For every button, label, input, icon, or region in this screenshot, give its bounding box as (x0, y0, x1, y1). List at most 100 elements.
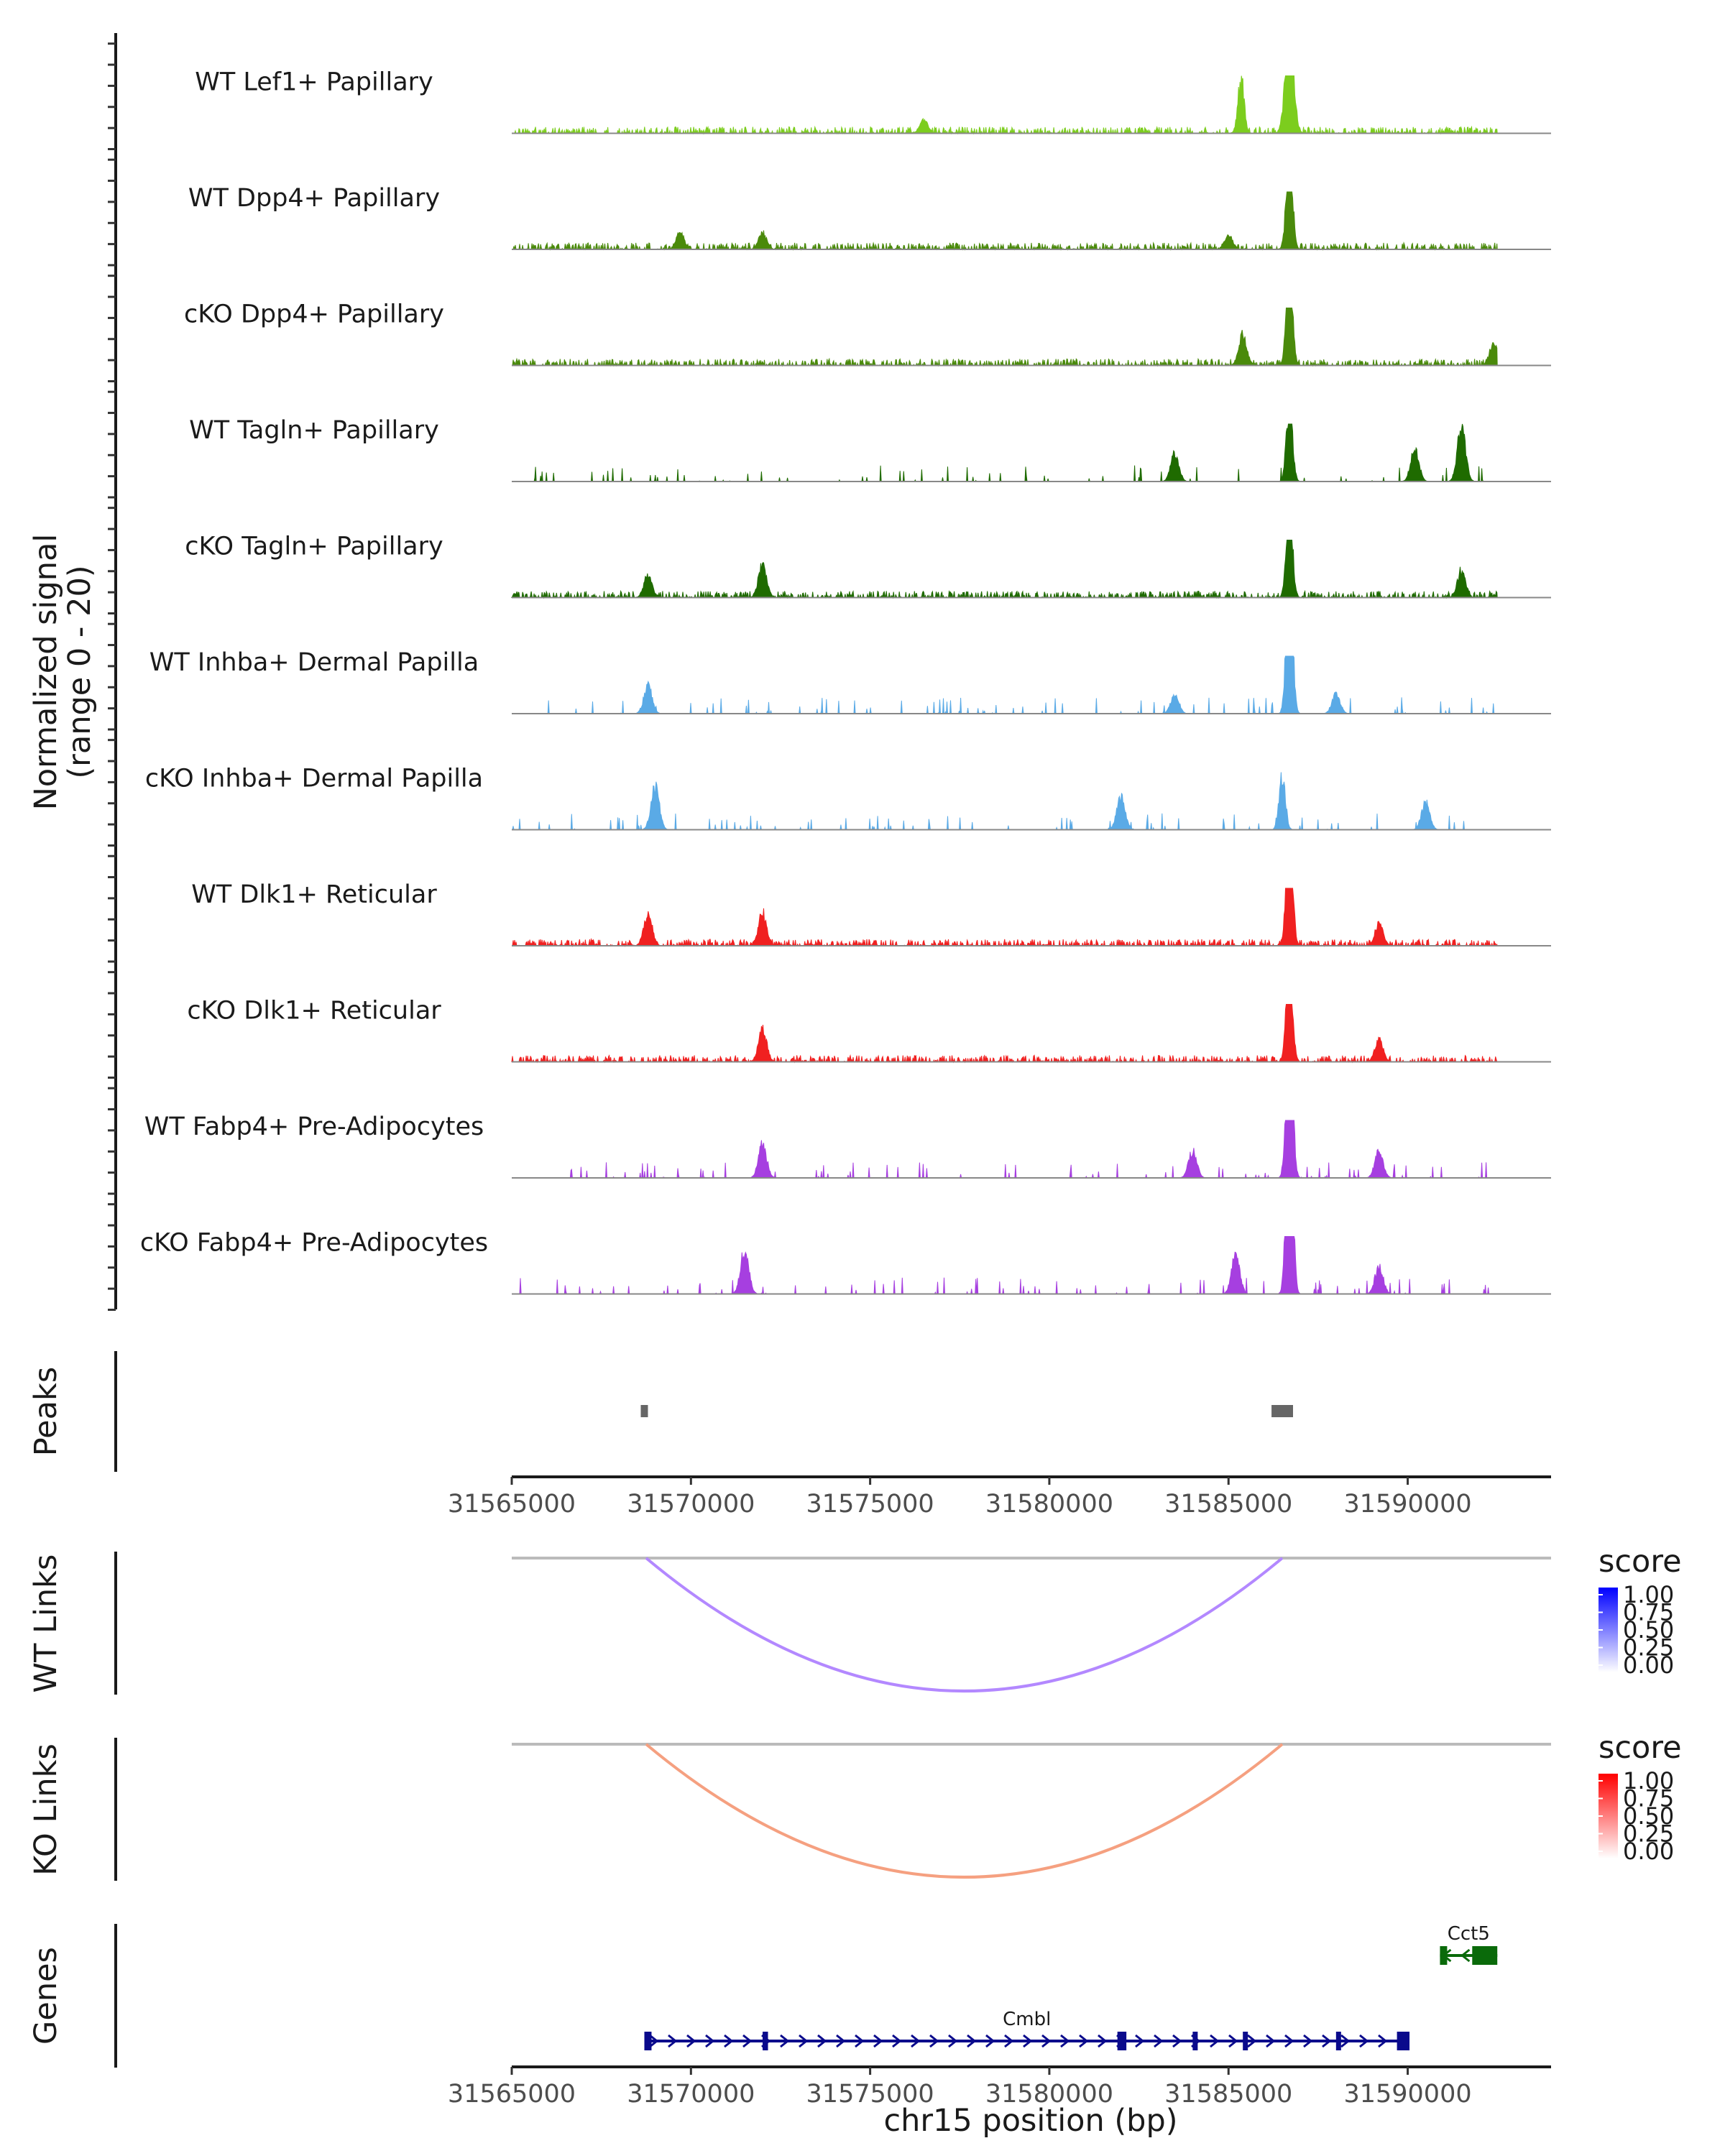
track-label: WT Inhba+ Dermal Papilla (150, 648, 479, 677)
tick-label: 31580000 (985, 1490, 1113, 1519)
coverage-area (512, 75, 1498, 135)
track-6: cKO Inhba+ Dermal Papilla (145, 765, 1551, 831)
gene-cct5: Cct5 (1440, 1923, 1498, 1965)
tick-label: 31565000 (448, 1490, 576, 1519)
strand-arrow (1154, 2034, 1164, 2048)
gene-name-label: Cmbl (1003, 2009, 1051, 2030)
strand-arrow (836, 2034, 846, 2048)
coverage-area (512, 1120, 1498, 1179)
link-arc (645, 1743, 1284, 1879)
exon (644, 2032, 652, 2050)
strand-arrow (948, 2034, 958, 2048)
coverage-area (512, 655, 1498, 715)
exon (1397, 2032, 1410, 2050)
strand-arrow (873, 2034, 883, 2048)
peaks-track: Peaks (28, 1351, 1293, 1472)
strand-arrow (1098, 2034, 1108, 2048)
track-label: cKO Dpp4+ Papillary (184, 300, 444, 329)
genes-label: Genes (28, 1947, 64, 2045)
exon (1335, 2032, 1341, 2050)
strand-arrow (1284, 2034, 1294, 2048)
signal-ylabel: Normalized signal (28, 534, 64, 811)
legend-tick-label: 1.00 (1623, 1581, 1674, 1608)
exon (1192, 2032, 1198, 2050)
track-10: cKO Fabp4+ Pre-Adipocytes (140, 1229, 1551, 1295)
exon (1117, 2032, 1127, 2050)
strand-arrow (1359, 2034, 1369, 2048)
tick-label: 31575000 (806, 2080, 934, 2109)
track-label: cKO Dlk1+ Reticular (187, 997, 441, 1026)
tick-label: 31590000 (1343, 2080, 1471, 2109)
coverage-area (511, 1004, 1498, 1064)
exon (763, 2032, 768, 2050)
coverage-area (512, 423, 1498, 482)
legend-tick-label: 0.75 (1623, 1599, 1674, 1626)
strand-arrow (1041, 2034, 1052, 2048)
strand-arrow (985, 2034, 995, 2048)
track-8: cKO Dlk1+ Reticular (187, 997, 1551, 1064)
track-label: WT Tagln+ Papillary (189, 416, 439, 445)
strand-arrow (1340, 2034, 1351, 2048)
track-label: cKO Tagln+ Papillary (185, 533, 443, 561)
coverage-area (512, 772, 1498, 831)
track-label: WT Fabp4+ Pre-Adipocytes (144, 1112, 484, 1141)
tick-label: 31565000 (448, 2080, 576, 2109)
legend-tick-label: 0.50 (1623, 1616, 1674, 1644)
coverage-tracks: WT Lef1+ Papillary WT Dpp4+ Papillary cKO … (140, 68, 1551, 1295)
track-5: WT Inhba+ Dermal Papilla (150, 648, 1551, 715)
strand-arrow (1172, 2034, 1182, 2048)
strand-arrow (1247, 2034, 1257, 2048)
track-label: WT Lef1+ Papillary (195, 68, 433, 97)
strand-arrow (780, 2034, 790, 2048)
peak-region (1271, 1405, 1293, 1417)
exon (1440, 1946, 1448, 1965)
strand-arrow (817, 2034, 827, 2048)
strand-arrow (1060, 2034, 1070, 2048)
strand-arrow (1023, 2034, 1033, 2048)
exon (1243, 2032, 1248, 2050)
gene-cmbl: Cmbl (644, 2009, 1410, 2050)
legend-tick-label: 0.75 (1623, 1785, 1674, 1812)
coverage-area (512, 1236, 1498, 1295)
legend-title: score (1598, 1544, 1682, 1580)
strand-arrow (724, 2034, 734, 2048)
strand-arrow (929, 2034, 939, 2048)
link-track-label: WT Links (28, 1554, 64, 1693)
peaks-label: Peaks (28, 1367, 64, 1457)
strand-arrow (1135, 2034, 1145, 2048)
legend-tick-label: 1.00 (1623, 1767, 1674, 1795)
genes-track: Genes Cmbl Cct5 (28, 1923, 1498, 2068)
strand-arrow (911, 2034, 921, 2048)
strand-arrow (1378, 2034, 1388, 2048)
track-3: WT Tagln+ Papillary (189, 416, 1551, 482)
strand-arrow (855, 2034, 865, 2048)
strand-arrow (1460, 1948, 1471, 1963)
legend-tick-label: 0.50 (1623, 1802, 1674, 1830)
tick-label: 31570000 (627, 2080, 755, 2109)
legend-tick-label: 0.25 (1623, 1634, 1674, 1662)
track-label: cKO Inhba+ Dermal Papilla (145, 765, 483, 793)
strand-arrow (799, 2034, 809, 2048)
track-label: WT Dpp4+ Papillary (188, 184, 440, 213)
strand-arrow (1303, 2034, 1313, 2048)
strand-arrow (892, 2034, 902, 2048)
link-track-label: KO Links (28, 1743, 64, 1876)
strand-arrow (1228, 2034, 1238, 2048)
track-label: WT Dlk1+ Reticular (191, 880, 437, 909)
strand-arrow (967, 2034, 977, 2048)
tick-label: 31590000 (1343, 1490, 1471, 1519)
coverage-area (512, 191, 1498, 251)
strand-arrow (1266, 2034, 1276, 2048)
exon (1472, 1946, 1498, 1965)
tick-label: 31580000 (985, 2080, 1113, 2109)
strand-arrow (649, 2034, 659, 2048)
track-1: WT Dpp4+ Papillary (188, 184, 1551, 251)
strand-arrow (1079, 2034, 1089, 2048)
legend-tick-label: 0.00 (1623, 1651, 1674, 1679)
gene-name-label: Cct5 (1448, 1923, 1490, 1945)
signal-range-label: (range 0 - 20) (62, 565, 98, 778)
legend-tick-label: 0.00 (1623, 1838, 1674, 1865)
